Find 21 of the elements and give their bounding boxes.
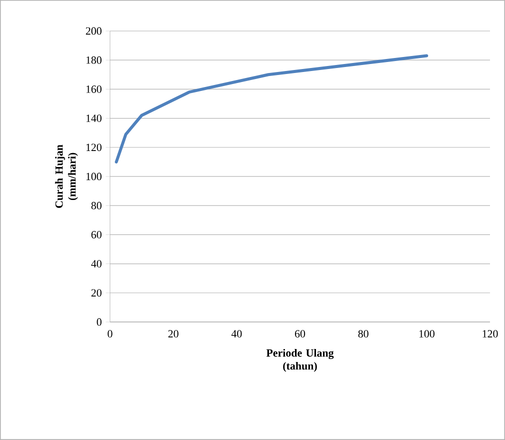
x-tick-label: 20 — [168, 330, 178, 338]
y-tick-label: 40 — [91, 260, 102, 268]
y-tick-label: 80 — [91, 202, 102, 210]
y-tick-label: 60 — [91, 230, 102, 238]
y-tick-label: 20 — [91, 289, 102, 297]
x-tick-label: 80 — [358, 330, 368, 338]
x-tick-label: 120 — [482, 330, 498, 338]
x-tick-label: 40 — [231, 330, 242, 338]
y-tick-label: 100 — [86, 172, 102, 180]
y-tick-label: 180 — [86, 56, 102, 64]
x-tick-label: 60 — [294, 330, 306, 338]
x-tick-label: 100 — [419, 330, 434, 338]
y-axis-title: Curah Hujan (mm/hari) — [55, 144, 78, 208]
x-tick-label: 0 — [108, 330, 112, 338]
y-tick-label: 200 — [86, 27, 102, 35]
y-tick-label: 0 — [96, 318, 102, 326]
line-series — [114, 54, 428, 164]
y-tick-label: 120 — [86, 144, 102, 152]
y-tick-label: 160 — [86, 85, 102, 93]
y-tick-label: 140 — [86, 114, 102, 122]
x-axis-title: Periode Ulang (tahun) — [266, 349, 334, 372]
